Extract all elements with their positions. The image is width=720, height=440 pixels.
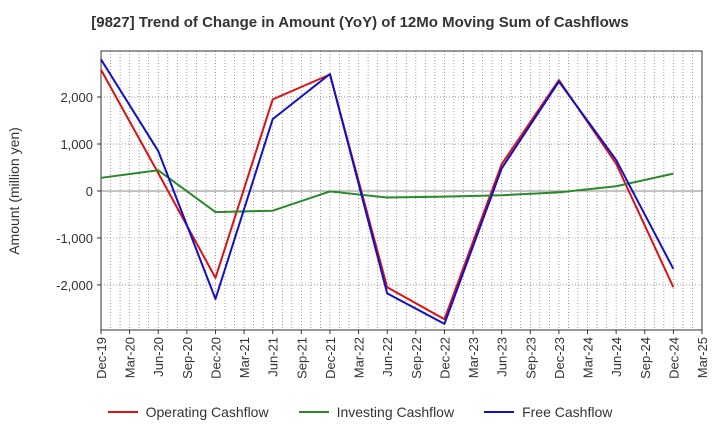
x-tick-label: Jun-20	[151, 337, 166, 377]
x-tick-label: Mar-22	[352, 337, 367, 378]
legend-label-free: Free Cashflow	[522, 404, 613, 420]
legend-item-free: Free Cashflow	[484, 404, 612, 420]
x-tick-label: Mar-23	[466, 337, 481, 378]
x-tick-label: Dec-20	[208, 337, 223, 379]
chart-title: [9827] Trend of Change in Amount (YoY) o…	[91, 14, 629, 31]
y-tick-label: 2,000	[60, 90, 93, 105]
x-tick-label: Dec-22	[437, 337, 452, 379]
x-tick-label: Mar-21	[237, 337, 252, 378]
y-tick-label: 1,000	[60, 137, 93, 152]
series-layer	[100, 58, 675, 325]
x-tick-label: Sep-24	[638, 337, 653, 379]
axis-layer: 2,000 1,000 0 -1,000 -2,000 Dec-19 Mar-20 Jun-2…	[56, 50, 710, 379]
legend: Operating Cashflow Investing Cashflow Fr…	[0, 404, 720, 420]
x-tick-label: Jun-24	[609, 337, 624, 377]
y-tick-label: -2,000	[56, 278, 93, 293]
x-tick-label: Sep-23	[523, 337, 538, 379]
y-axis-label: Amount (million yen)	[6, 127, 22, 255]
grid-layer	[100, 51, 703, 330]
legend-swatch-operating	[107, 411, 138, 413]
y-tick-label: 0	[86, 184, 93, 199]
legend-swatch-free	[484, 411, 515, 413]
legend-label-operating: Operating Cashflow	[145, 404, 269, 420]
legend-swatch-investing	[298, 411, 329, 413]
legend-item-investing: Investing Cashflow	[298, 404, 455, 420]
x-tick-label: Mar-20	[123, 337, 138, 378]
x-tick-label: Jun-21	[266, 337, 281, 377]
series-line-operating-cashflow	[100, 69, 675, 321]
x-tick-label: Dec-21	[323, 337, 338, 379]
x-tick-label: Jun-23	[495, 337, 510, 377]
x-tick-label: Mar-24	[581, 337, 596, 378]
legend-item-operating: Operating Cashflow	[107, 404, 269, 420]
x-tick-label: Sep-20	[180, 337, 195, 379]
x-tick-label: Mar-25	[695, 337, 710, 378]
x-tick-label: Dec-24	[666, 337, 681, 379]
x-tick-label: Jun-22	[380, 337, 395, 377]
x-tick-label: Sep-21	[294, 337, 309, 379]
x-tick-label: Dec-23	[552, 337, 567, 379]
y-tick-label: -1,000	[56, 231, 93, 246]
x-tick-label: Sep-22	[409, 337, 424, 379]
x-tick-label: Dec-19	[94, 337, 109, 379]
legend-label-investing: Investing Cashflow	[336, 404, 455, 420]
